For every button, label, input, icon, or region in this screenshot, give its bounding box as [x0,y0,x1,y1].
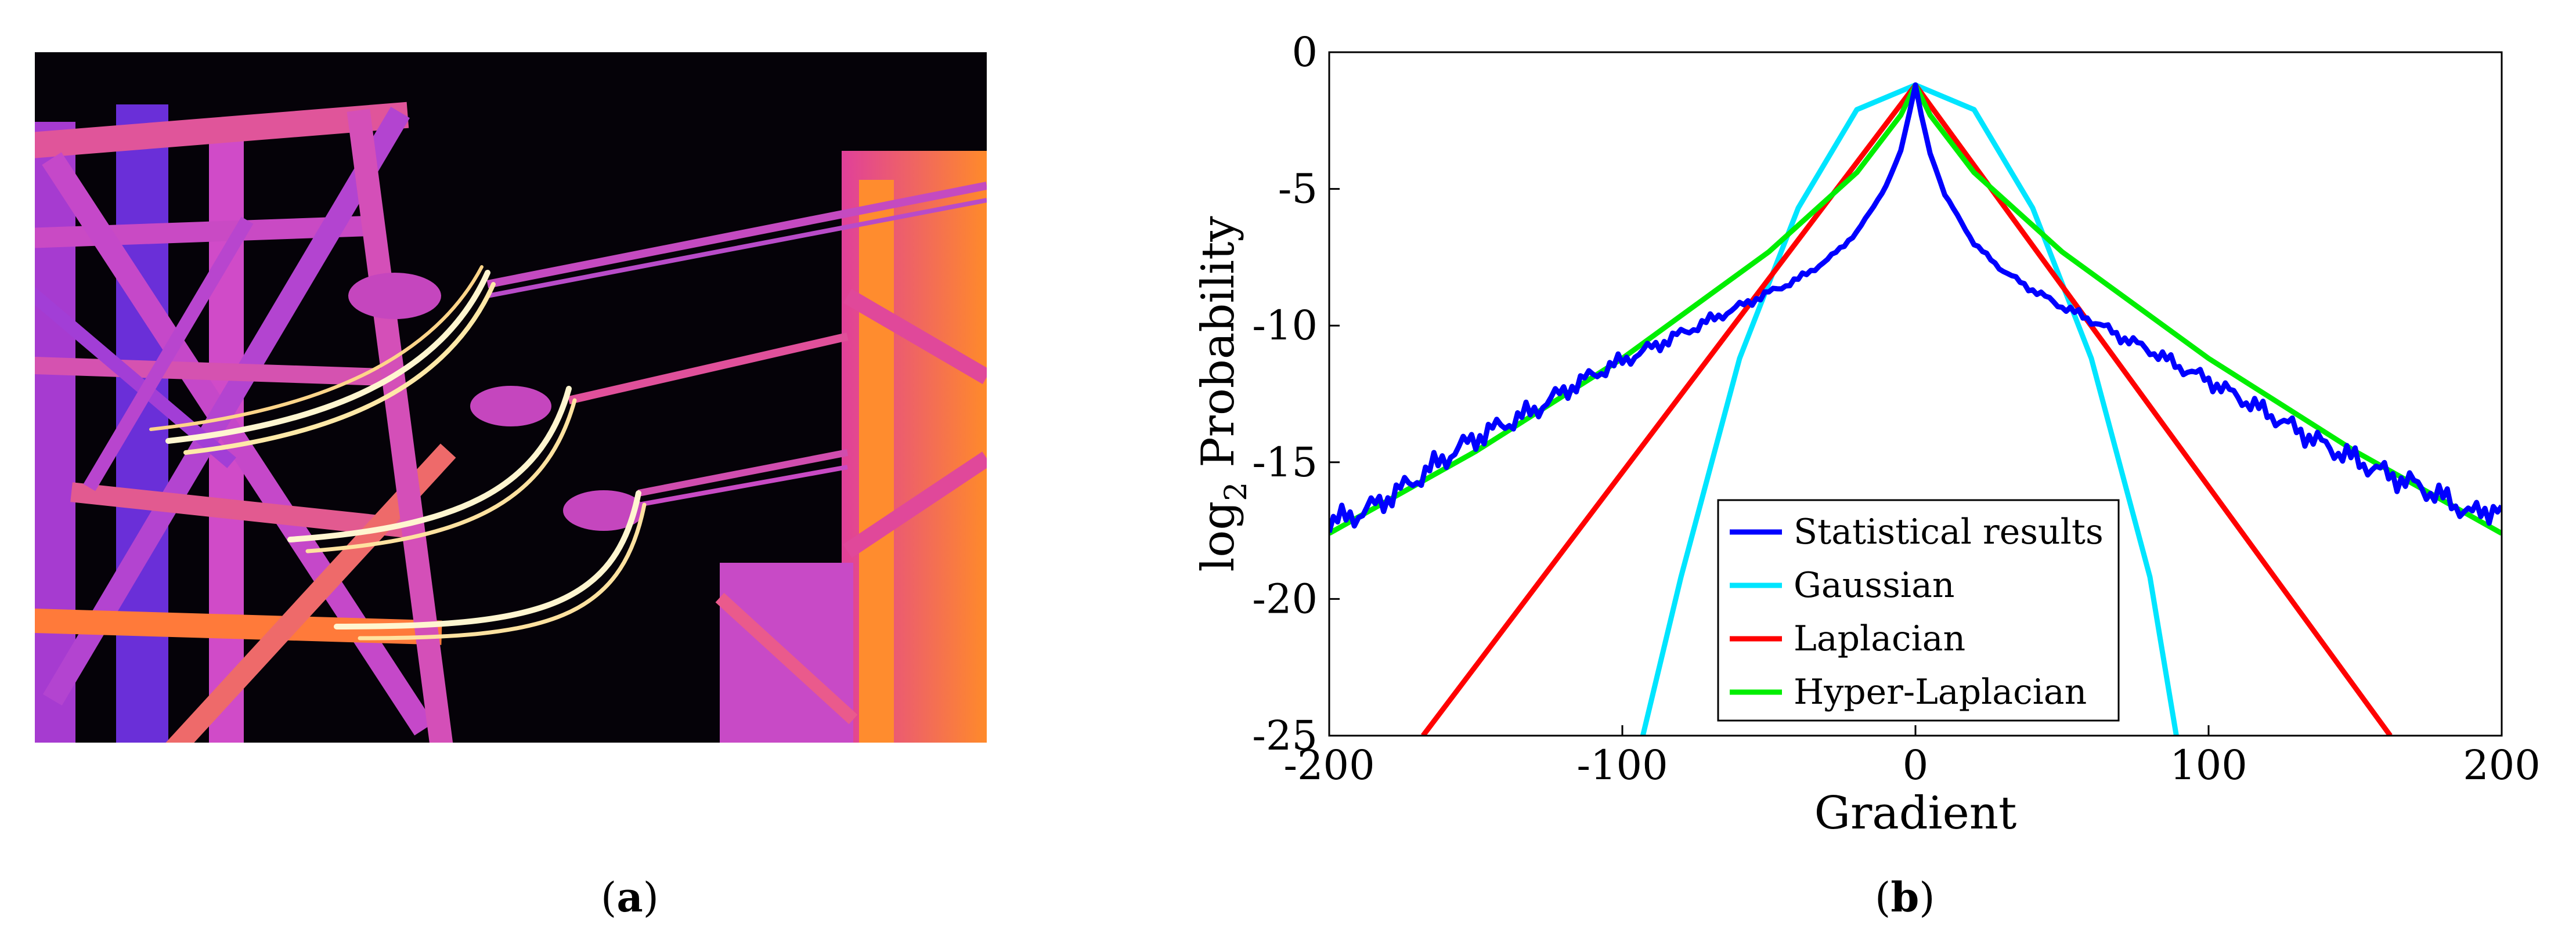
y-tick-label: -25 [1252,712,1318,759]
hot-conductors [149,265,647,641]
y-tick-label: -10 [1252,302,1318,349]
axis-ticks: -200 -100 0 100 200 0 -5 -10 -15 -20 -25 [1252,28,2541,789]
power-lines [486,182,987,507]
y-axis-title: log2 Probability [1192,216,1254,571]
legend-box [1717,499,2120,722]
legend-label: Laplacian [1794,618,1965,659]
legend-label: Hyper-Laplacian [1794,672,2087,712]
x-tick-label: -200 [1283,741,1374,789]
series-line-statistical-results [1329,82,2502,533]
thermal-image [35,52,987,743]
right-tower [715,151,987,743]
x-axis-title: Gradient [1814,787,2017,840]
legend: Statistical results Gaussian Laplacian Hype… [1717,499,2120,722]
y-tick-label: -15 [1252,439,1318,486]
series-line-hyper-laplacian [1329,82,2502,536]
x-tick-label: 100 [2170,741,2247,789]
y-tick-label: 0 [1291,28,1318,76]
panel-a-label: (a) [601,873,659,921]
legend-label: Statistical results [1794,512,2104,552]
y-tick-label: -5 [1278,165,1318,213]
left-tower [35,102,456,743]
plot-frame [1328,51,2503,737]
panel-b-label: (b) [1875,873,1935,921]
x-tick-label: 200 [2463,741,2541,789]
x-tick-label: -100 [1576,741,1668,789]
x-tick-label: 0 [1903,741,1929,789]
y-tick-label: -20 [1252,575,1318,623]
insulators [348,273,644,531]
series-lines [1329,82,2502,736]
legend-label: Gaussian [1794,565,1955,606]
